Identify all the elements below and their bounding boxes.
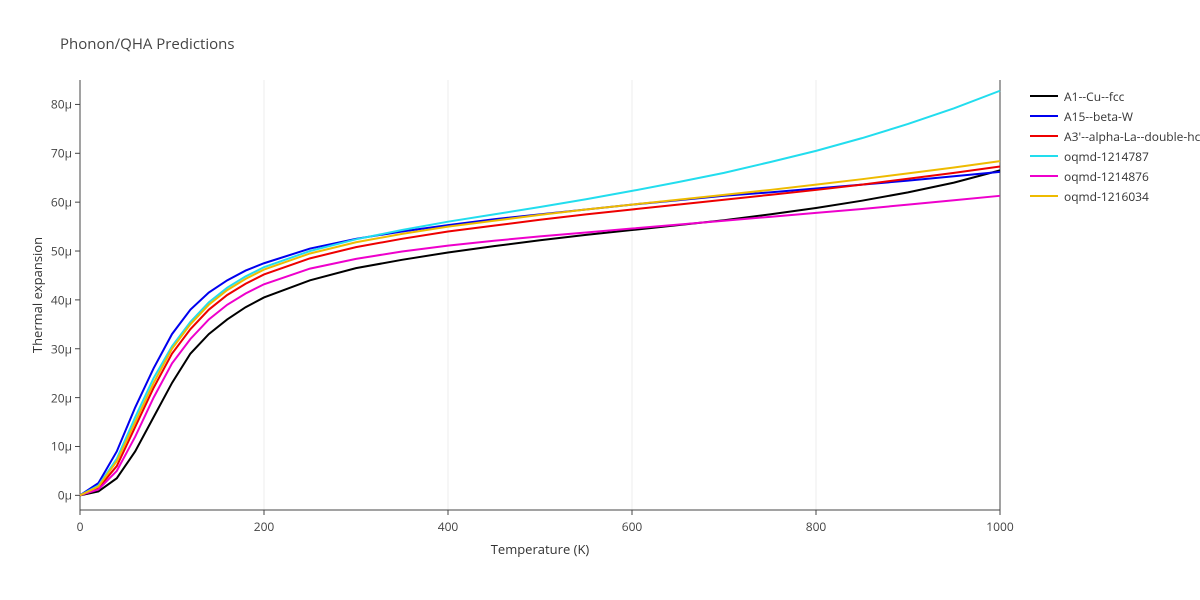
legend-item[interactable]: oqmd-1214787	[1030, 146, 1200, 166]
y-tick-label: 0µ	[42, 487, 72, 504]
x-tick-label: 400	[438, 518, 459, 535]
legend: A1--Cu--fcc A15--beta-W A3'--alpha-La--dou…	[1030, 86, 1200, 206]
x-tick-label: 200	[254, 518, 275, 535]
x-tick-label: 600	[622, 518, 643, 535]
x-tick-label: 1000	[986, 518, 1013, 535]
legend-swatch	[1030, 175, 1058, 177]
legend-item[interactable]: oqmd-1216034	[1030, 186, 1200, 206]
legend-item[interactable]: A15--beta-W	[1030, 106, 1200, 126]
y-tick-label: 20µ	[42, 389, 72, 406]
legend-item[interactable]: A3'--alpha-La--double-hcp	[1030, 126, 1200, 146]
legend-swatch	[1030, 155, 1058, 157]
legend-item[interactable]: A1--Cu--fcc	[1030, 86, 1200, 106]
legend-swatch	[1030, 95, 1058, 97]
chart-container: Phonon/QHA Predictions Temperature (K) T…	[0, 0, 1200, 600]
legend-item[interactable]: oqmd-1214876	[1030, 166, 1200, 186]
y-tick-label: 40µ	[42, 291, 72, 308]
legend-label: A1--Cu--fcc	[1064, 88, 1124, 105]
y-tick-label: 50µ	[42, 243, 72, 260]
legend-swatch	[1030, 135, 1058, 137]
series-curve[interactable]	[80, 91, 1000, 496]
y-tick-label: 30µ	[42, 340, 72, 357]
legend-swatch	[1030, 195, 1058, 197]
y-tick-label: 80µ	[42, 96, 72, 113]
x-axis-label: Temperature (K)	[480, 540, 600, 558]
legend-label: oqmd-1214876	[1064, 168, 1149, 185]
legend-label: oqmd-1214787	[1064, 148, 1149, 165]
legend-swatch	[1030, 115, 1058, 117]
y-tick-label: 10µ	[42, 438, 72, 455]
legend-label: oqmd-1216034	[1064, 188, 1149, 205]
legend-label: A3'--alpha-La--double-hcp	[1064, 128, 1200, 145]
x-tick-label: 800	[806, 518, 827, 535]
x-tick-label: 0	[77, 518, 84, 535]
legend-label: A15--beta-W	[1064, 108, 1133, 125]
plot-svg	[0, 0, 1200, 600]
y-tick-label: 60µ	[42, 194, 72, 211]
series-curve[interactable]	[80, 161, 1000, 495]
y-tick-label: 70µ	[42, 145, 72, 162]
